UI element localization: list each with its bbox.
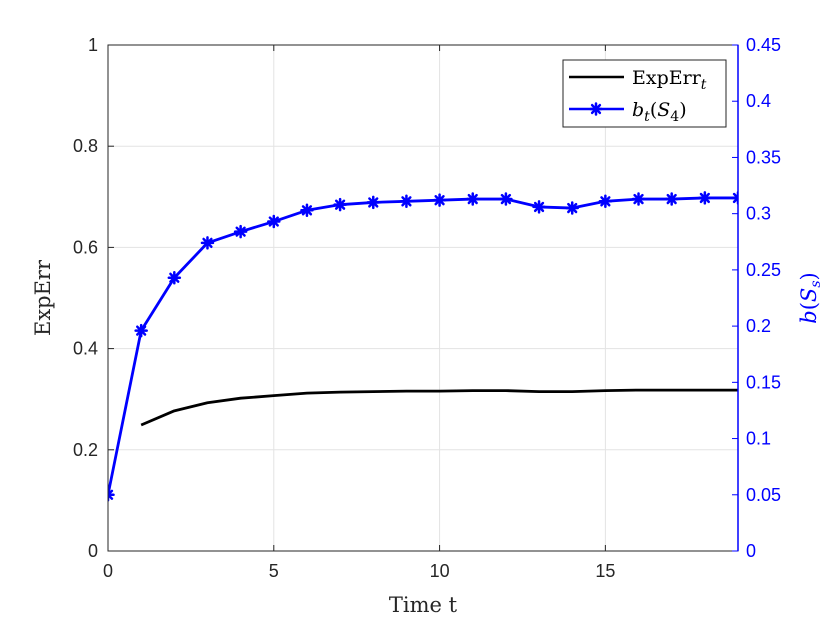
x-tick-label: 0: [103, 561, 113, 581]
x-tick-label: 5: [269, 561, 279, 581]
series-layer: [108, 191, 738, 502]
y2-tick-label: 0.4: [746, 91, 771, 111]
data-point-marker: [499, 192, 513, 206]
data-point-marker: [333, 197, 347, 212]
data-point-marker: [267, 214, 281, 229]
data-point-marker: [698, 191, 712, 205]
legend-label-experr: ExpErrt: [632, 67, 707, 93]
plot-area: [108, 45, 738, 551]
data-point-marker: [167, 271, 182, 285]
legend-asterisk-icon: [589, 102, 603, 116]
data-point-marker: [565, 201, 579, 215]
data-point-marker: [399, 194, 414, 209]
y2-tick-label: 0.15: [746, 372, 781, 392]
data-point-marker: [233, 224, 248, 239]
data-point-marker: [134, 323, 148, 338]
legend-label-b: bt(S4): [632, 99, 687, 125]
y2-tick-label: 0.2: [746, 316, 771, 336]
data-point-marker: [432, 193, 447, 207]
x-tick-label: 10: [430, 561, 450, 581]
legend-marker-b: [589, 102, 603, 116]
y2-tick-label: 0.35: [746, 147, 781, 167]
y-axis-title: ExpErr: [31, 259, 55, 336]
data-point-marker: [108, 488, 115, 502]
y2-tick-label: 0.25: [746, 260, 781, 280]
y2-tick-label: 0.3: [746, 204, 771, 224]
data-point-marker: [532, 200, 546, 214]
series-line-experr: [140, 388, 738, 427]
data-point-marker: [631, 192, 646, 206]
data-point-marker: [200, 236, 215, 250]
y2-tick-label: 0.45: [746, 35, 781, 55]
data-point-marker: [300, 203, 314, 218]
y-tick-label: 0.6: [73, 237, 98, 257]
data-point-marker: [664, 192, 679, 206]
y2-tick-label: 0.05: [746, 485, 781, 505]
x-axis-title: Time t: [389, 593, 458, 617]
y-tick-label: 0.8: [73, 136, 98, 156]
ticks: 0 5 10 1500.20.40.60.8100.050.10.150.20.250…: [73, 35, 781, 581]
y-tick-label: 1: [88, 35, 98, 55]
y2-axis-title: b(Ss): [797, 272, 824, 323]
data-point-marker: [731, 191, 738, 205]
y-tick-label: 0.4: [73, 339, 98, 359]
y2-tick-label: 0: [746, 541, 756, 561]
legend-box: [562, 59, 727, 128]
y2-tick-label: 0.1: [746, 429, 771, 449]
data-point-marker: [465, 192, 480, 206]
y-tick-label: 0.2: [73, 440, 98, 460]
legend: ExpErrt bt(S4): [562, 59, 727, 128]
y-tick-label: 0: [88, 541, 98, 561]
data-point-marker: [366, 195, 381, 210]
data-point-marker: [598, 194, 613, 209]
x-tick-label: 15: [595, 561, 615, 581]
